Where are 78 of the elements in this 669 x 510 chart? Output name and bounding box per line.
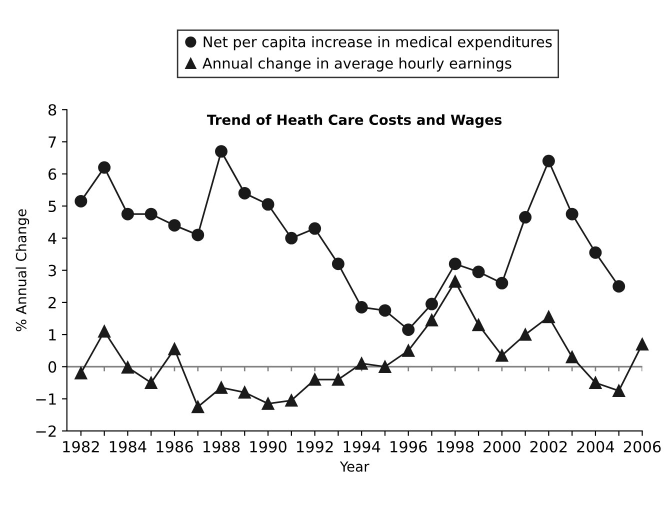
point — [215, 145, 228, 158]
point — [168, 219, 181, 232]
y-axis-title: % Annual Change — [16, 209, 30, 332]
legend-label: Annual change in average hourly earnings — [202, 57, 512, 72]
point — [378, 304, 392, 317]
x-tick-label: 1990 — [250, 440, 286, 452]
point — [542, 154, 555, 168]
point — [215, 381, 228, 394]
point — [472, 318, 485, 332]
y-tick-label: 3 — [48, 264, 56, 276]
y-tick-label: −2 — [36, 425, 56, 437]
point — [121, 208, 134, 220]
y-tick-label: 2 — [48, 296, 56, 308]
point — [355, 301, 368, 314]
point — [332, 258, 344, 270]
point — [308, 373, 322, 386]
x-tick-label: 2006 — [624, 440, 661, 452]
x-tick-label: 1986 — [156, 440, 193, 452]
chart-title: Trend of Heath Care Costs and Wages — [206, 114, 502, 128]
x-tick-label: 1994 — [344, 440, 380, 452]
x-tick-label: 1996 — [390, 440, 427, 452]
point — [332, 373, 344, 386]
point — [192, 400, 204, 414]
point — [519, 328, 532, 341]
point — [378, 360, 392, 373]
x-tick-label: 1984 — [110, 440, 146, 452]
x-tick-label: 1982 — [63, 440, 99, 452]
point — [144, 376, 158, 390]
point — [192, 228, 204, 242]
point — [589, 246, 602, 259]
x-tick-label: 1992 — [297, 440, 333, 452]
x-tick-label: 1988 — [203, 440, 240, 452]
x-tick-label: 2000 — [484, 440, 520, 452]
y-tick-label: 6 — [48, 168, 56, 180]
y-tick-label: 7 — [48, 136, 56, 148]
point — [448, 275, 462, 288]
y-tick-label: −1 — [36, 393, 56, 405]
y-tick-label: 5 — [48, 200, 56, 212]
y-tick-label: 0 — [48, 361, 56, 373]
y-tick-label: 1 — [49, 329, 56, 340]
point — [426, 298, 438, 310]
point — [238, 186, 251, 200]
point — [144, 208, 158, 220]
point — [448, 258, 462, 270]
point — [472, 266, 485, 278]
point — [168, 342, 181, 356]
x-tick-label: 1998 — [437, 440, 474, 452]
legend-label: Net per capita increase in medical expenditures — [204, 36, 552, 50]
y-tick-label: 4 — [48, 232, 56, 244]
point — [308, 222, 322, 235]
point — [74, 366, 88, 380]
point — [426, 314, 438, 326]
x-tick-label: 2004 — [577, 440, 614, 452]
point — [262, 198, 274, 211]
point — [496, 276, 508, 290]
point — [285, 394, 298, 407]
x-tick-label: 2002 — [530, 440, 567, 452]
point — [402, 323, 415, 336]
point — [262, 397, 274, 410]
point — [496, 349, 508, 362]
x-axis-title: Year — [340, 461, 370, 472]
point — [74, 194, 88, 208]
point — [285, 232, 298, 244]
point — [402, 344, 415, 357]
point — [355, 357, 368, 370]
point — [519, 211, 532, 224]
point — [566, 208, 578, 220]
point — [238, 386, 251, 399]
point — [98, 161, 111, 174]
point — [612, 384, 626, 398]
point — [121, 361, 134, 374]
point — [542, 310, 555, 324]
point — [566, 350, 578, 364]
point — [589, 376, 602, 390]
point — [612, 280, 626, 293]
y-tick-label: 8 — [48, 104, 56, 116]
point — [636, 338, 648, 350]
point — [98, 325, 111, 338]
